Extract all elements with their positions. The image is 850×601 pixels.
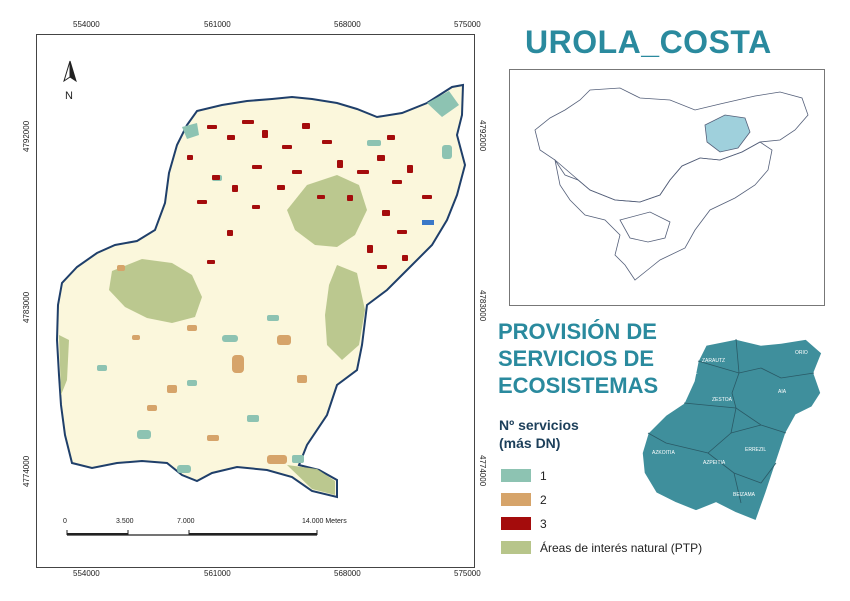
legend-label-2: 2	[540, 493, 547, 507]
legend-title-line1: Nº servicios	[499, 417, 579, 433]
municipalities-map	[636, 333, 836, 523]
map-title: UROLA_COSTA	[525, 24, 772, 60]
district-polygon	[55, 83, 467, 499]
legend-swatch-1	[501, 469, 531, 482]
legend-label-ptp: Áreas de interés natural (PTP)	[540, 541, 703, 555]
x-tick-bottom: 561000	[204, 569, 231, 578]
label-zarautz: ZARAUTZ	[702, 358, 726, 364]
y-tick-right: 4774000	[478, 455, 487, 487]
scale-label-0: 0	[63, 518, 67, 525]
ptp-area	[109, 259, 202, 323]
y-tick-left: 4774000	[22, 455, 31, 487]
x-tick-bottom: 575000	[454, 569, 481, 578]
ptp-area	[287, 465, 335, 495]
x-tick-top: 554000	[73, 20, 100, 29]
scale-label-7000: 7.000	[177, 518, 195, 525]
x-tick-top: 575000	[454, 20, 481, 29]
north-label: N	[65, 90, 73, 102]
legend-title-line2: (más DN)	[499, 435, 561, 451]
label-azpeitia: AZPEITIA	[703, 460, 726, 466]
section-heading: PROVISIÓN DE SERVICIOS DE ECOSISTEMAS	[498, 318, 658, 399]
label-orio: ORIO	[795, 350, 808, 356]
label-beizama: BEIZAMA	[733, 492, 755, 498]
y-tick-right: 4792000	[478, 120, 487, 152]
legend-swatch-3	[501, 517, 531, 530]
x-tick-bottom: 554000	[73, 569, 100, 578]
scale-bar	[66, 530, 318, 536]
label-aizarnazabal: AIZARNAZABAL	[660, 370, 698, 376]
x-tick-top: 568000	[334, 20, 361, 29]
heading-line: ECOSISTEMAS	[498, 373, 659, 398]
legend-swatch-ptp	[501, 541, 531, 554]
main-map[interactable]: N	[37, 35, 474, 567]
label-zumaia: ZUMAIA	[650, 354, 669, 360]
urola-costa-highlight	[704, 114, 751, 153]
heading-line: SERVICIOS DE	[498, 346, 655, 371]
locator-map	[509, 69, 825, 306]
north-arrow	[63, 60, 77, 83]
scale-label-3500: 3.500	[116, 518, 134, 525]
locator-svg	[534, 87, 809, 281]
label-getaria: GETARIA	[670, 345, 692, 351]
ptp-area	[325, 265, 365, 360]
y-tick-left: 4783000	[22, 291, 31, 323]
scale-label-14000: 14.000 Meters	[302, 518, 347, 525]
municipalities-svg	[641, 338, 823, 522]
x-tick-bottom: 568000	[334, 569, 361, 578]
map-frame: N	[36, 34, 475, 568]
ptp-area	[287, 175, 367, 247]
legend-title: Nº servicios (más DN)	[499, 416, 579, 452]
ptp-area	[59, 335, 69, 395]
x-tick-top: 561000	[204, 20, 231, 29]
label-errezil: ERREZIL	[745, 447, 767, 453]
water-body	[422, 220, 434, 225]
y-tick-left: 4792000	[22, 120, 31, 152]
y-tick-right: 4783000	[478, 290, 487, 322]
label-zestoa: ZESTOA	[712, 397, 732, 403]
legend-swatch-2	[501, 493, 531, 506]
class3-patches	[187, 120, 432, 269]
label-azkoitia: AZKOITIA	[652, 450, 675, 456]
legend-label-1: 1	[540, 469, 547, 483]
heading-line: PROVISIÓN DE	[498, 319, 657, 344]
legend-label-3: 3	[540, 517, 547, 531]
label-aia: AIA	[778, 389, 787, 395]
class1-patches	[97, 91, 459, 473]
class2-patches	[117, 265, 307, 464]
